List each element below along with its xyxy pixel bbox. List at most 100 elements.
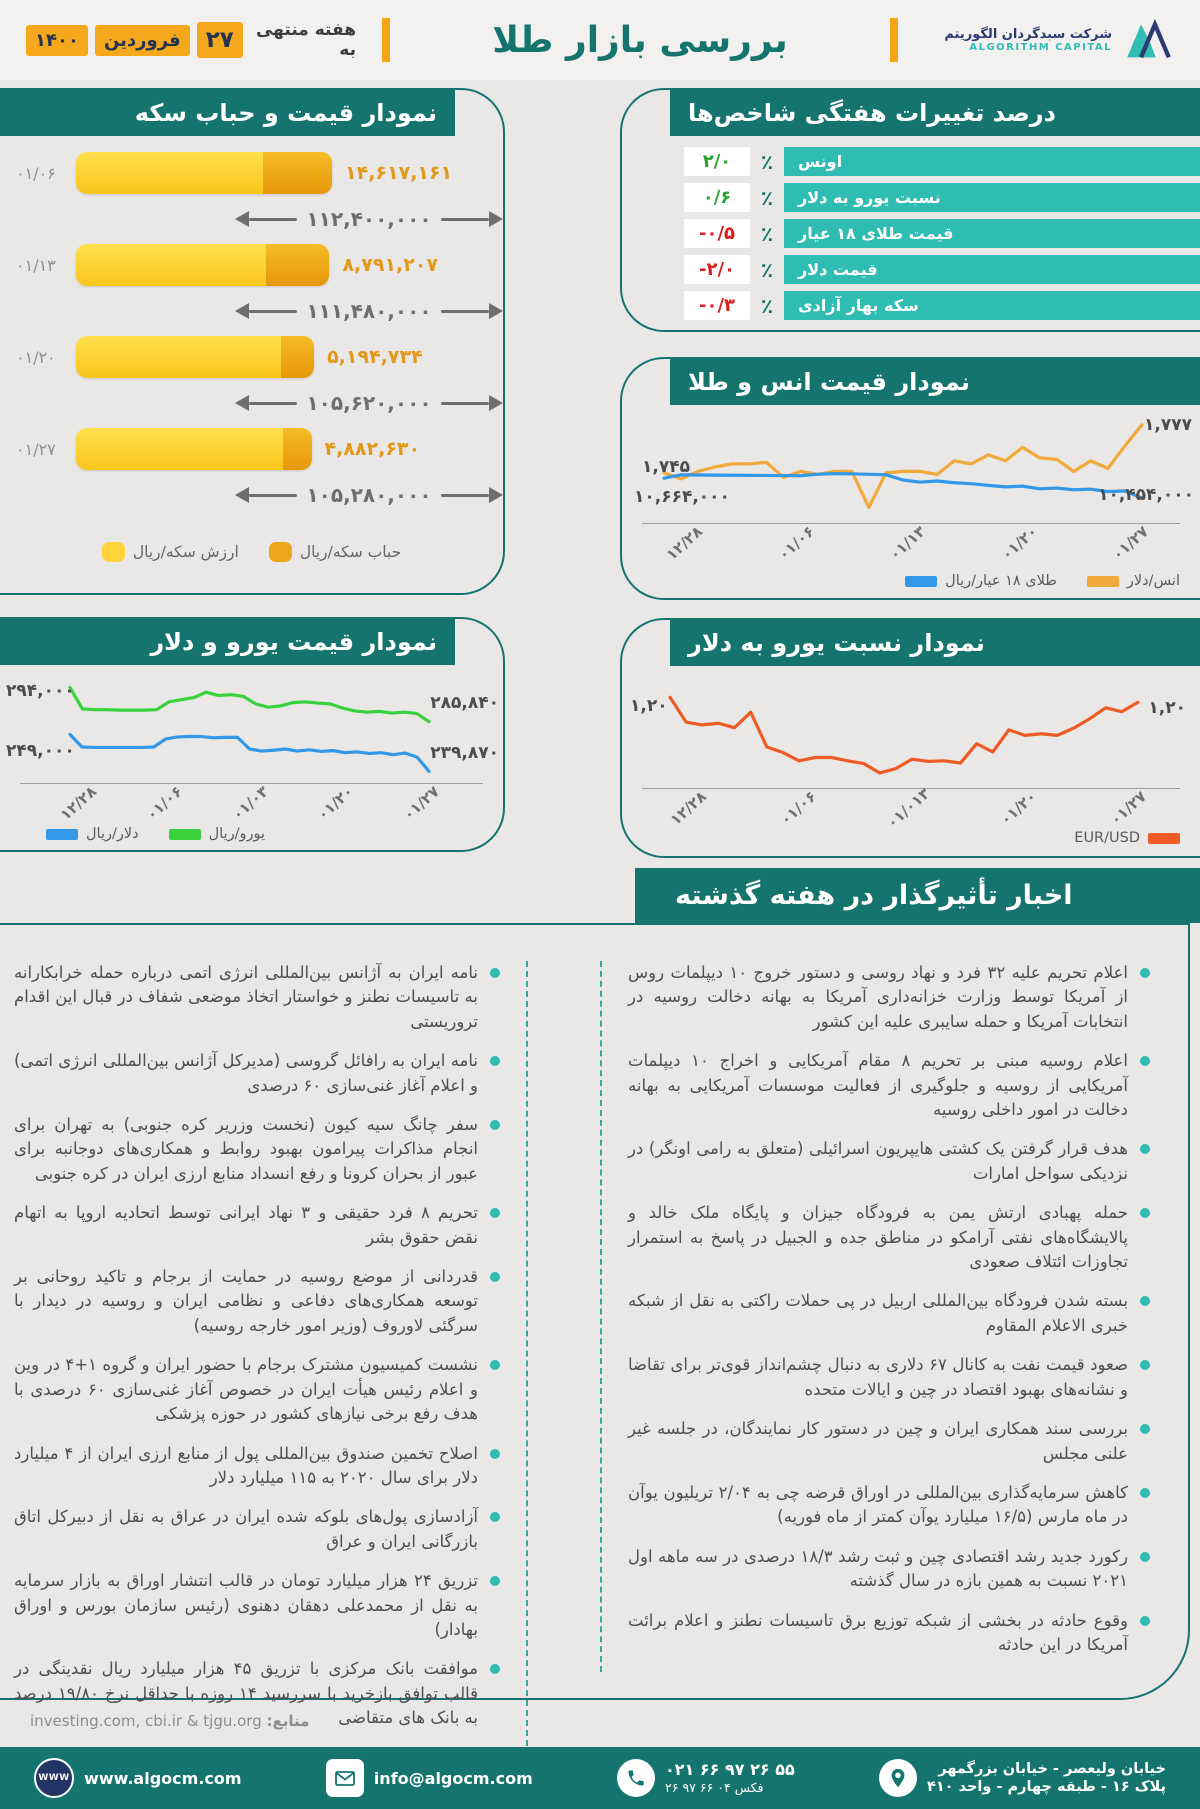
legend-item: انس/دلار: [1086, 573, 1180, 589]
news-column-right: اعلام تحریم علیه ۳۲ فرد و نهاد روسی و دس…: [600, 961, 1152, 1673]
indicator-row: سکه بهار آزادی ٪ -۰/۳: [622, 291, 1200, 320]
legend-label: طلای ۱۸ عیار/ریال: [945, 573, 1057, 589]
series-line: [70, 735, 429, 772]
bullet-icon: [1140, 1144, 1150, 1155]
news-text: کاهش سرمایه‌گذاری بین‌المللی در اوراق قر…: [628, 1482, 1128, 1527]
address-line2: پلاک ۱۶ - طبقه چهارم - واحد ۴۱۰: [926, 1779, 1166, 1795]
logo-text: شرکت سبدگردان الگوریتم ALGORITHM CAPITAL: [944, 27, 1112, 53]
news-item: حمله پهبادی ارتش یمن به فرودگاه جیزان و …: [628, 1201, 1152, 1274]
email-address: info@algocm.com: [373, 1768, 533, 1788]
arrow-left-icon: [235, 487, 249, 503]
panel-title: نمودار قیمت یورو و دلار: [0, 619, 455, 665]
header: شرکت سبدگردان الگوریتم ALGORITHM CAPITAL…: [0, 0, 1200, 80]
coin-bubble-value: ۵,۱۹۴,۷۳۴: [327, 346, 423, 368]
legend-item: یورو/ریال: [168, 826, 265, 842]
x-axis-label: ۱۲/۲۸: [666, 787, 710, 829]
legend-label: EUR/USD: [1074, 830, 1140, 846]
bullet-icon: [1140, 1208, 1150, 1219]
coin-bubble-value: ۱۴,۶۱۷,۱۶۱: [345, 162, 453, 184]
bullet-icon: [490, 1208, 500, 1219]
coin-date: ۰۱/۲۰: [16, 347, 56, 367]
date-month-badge: فروردین: [94, 24, 190, 56]
percent-sign: ٪: [760, 293, 774, 318]
legend-swatch-icon: [1086, 575, 1119, 587]
coin-bubble-segment: [283, 428, 312, 470]
arrow-right-icon: [489, 303, 503, 319]
arrow-line: [440, 493, 489, 497]
news-text: نامه ایران به آژانس بین‌المللی انرژی اتم…: [14, 963, 478, 1031]
news-text: اصلاح تخمین صندوق بین‌المللی پول از مناب…: [14, 1443, 478, 1487]
news-item: صعود قیمت نفت به کانال ۶۷ دلاری به دنبال…: [628, 1353, 1152, 1402]
bullet-icon: [1140, 968, 1150, 978]
sources-list: investing.com, cbi.ir & tjgu.org: [30, 1712, 262, 1730]
coin-bar-chart: ۰۱/۰۶ ۱۴,۶۱۷,۱۶۱ ۱۱۲,۴۰۰,۰۰۰ ۰۱/۱۳ ۸,۷۹۱,۲۰۷…: [0, 136, 503, 516]
legend-item: حباب سکه/ریال: [268, 542, 401, 562]
bullet-icon: [1140, 1615, 1150, 1626]
bullet-icon: [490, 1360, 500, 1371]
x-axis-label: ۱۲/۲۸: [662, 522, 706, 564]
legend-swatch-icon: [268, 542, 292, 562]
logo-name-fa: شرکت سبدگردان الگوریتم: [944, 27, 1112, 42]
coin-price-arrow: ۱۱۲,۴۰۰,۰۰۰: [235, 198, 503, 240]
legend-label: دلار/ریال: [86, 826, 139, 842]
coin-bar-row: ۰۱/۰۶ ۱۴,۶۱۷,۱۶۱: [0, 148, 503, 198]
x-axis: [642, 523, 1180, 524]
news-item: وقوع حادثه در بخشی از شبکه توزیع برق تاس…: [628, 1609, 1152, 1658]
news-text: بررسی سند همکاری ایران و چین در دستور کا…: [628, 1419, 1128, 1463]
news-item: اصلاح تخمین صندوق بین‌المللی پول از مناب…: [14, 1442, 502, 1491]
footer-bar: خیابان ولیعصر - خیابان بزرگمهر پلاک ۱۶ -…: [0, 1747, 1200, 1809]
bullet-icon: [490, 1056, 500, 1067]
news-text: رکورد جدید رشد اقتصادی چین و ثبت رشد ۱۸/…: [628, 1546, 1128, 1591]
arrow-line: [249, 493, 298, 497]
series-start-value: ۲۹۴,۰۰۰: [6, 681, 75, 701]
indicator-value: -۲/۰: [684, 255, 750, 284]
x-axis-label: ۰۱/۰۶: [774, 522, 818, 564]
coin-bubble-segment: [266, 244, 330, 286]
coin-bubble-value: ۴,۸۸۲,۶۳۰: [324, 438, 421, 460]
legend-label: انس/دلار: [1126, 573, 1180, 589]
series-line: [664, 425, 1142, 508]
series-line: [70, 688, 429, 722]
eurusd-chart-panel: نمودار نسبت یورو به دلار ۱,۲۰ ۱,۲۰ ۱۲/۲۸…: [620, 618, 1200, 858]
x-axis-labels: ۱۲/۲۸ ۰۱/۰۶ ۰۱/۱۳ ۰۱/۲۰ ۰۱/۲۷: [652, 522, 1152, 564]
percent-sign: ٪: [760, 185, 774, 210]
euro-dollar-line-chart: ۲۹۴,۰۰۰ ۲۴۹,۰۰۰ ۲۸۵,۸۴۰ ۲۳۹,۸۷۰: [6, 681, 499, 775]
bullet-icon: [490, 1576, 500, 1587]
news-text: اعلام روسیه مبنی بر تحریم ۸ مقام آمریکای…: [628, 1051, 1128, 1120]
indicator-row: اونس ٪ ۲/۰: [622, 147, 1200, 176]
coin-bubble-panel: نمودار قیمت و حباب سکه ۰۱/۰۶ ۱۴,۶۱۷,۱۶۱ ۱۱…: [0, 88, 505, 595]
series-start-value: ۱,۷۴۵: [642, 457, 690, 477]
series-end-value: ۲۸۵,۸۴۰: [430, 693, 499, 713]
news-item: بررسی سند همکاری ایران و چین در دستور کا…: [628, 1417, 1152, 1466]
ounce-gold-chart-panel: نمودار قیمت انس و طلا ۱,۷۴۵ ۱۰,۶۶۴,۰۰۰ ۱…: [620, 357, 1200, 600]
fax-number: فکس ۰۴ ۶۶ ۹۷ ۲۶: [665, 1780, 764, 1796]
date-year-badge: ۱۴۰۰: [26, 24, 88, 56]
indicator-row: نسبت یورو به دلار ٪ ۰/۶: [622, 183, 1200, 212]
news-text: وقوع حادثه در بخشی از شبکه توزیع برق تاس…: [628, 1610, 1128, 1654]
news-text: هدف قرار گرفتن یک کشتی هایپریون اسرائیلی…: [628, 1139, 1128, 1183]
bullet-icon: [1140, 1487, 1150, 1498]
ounce-gold-line-chart: ۱,۷۴۵ ۱۰,۶۶۴,۰۰۰ ۱,۷۷۷ ۱۰,۴۵۴,۰۰۰: [634, 415, 1194, 515]
series-end-value: ۱,۲۰: [1148, 698, 1186, 718]
phone-number: ۰۲۱ ۶۶ ۹۷ ۲۶ ۵۵: [665, 1760, 795, 1780]
coin-value-bar: [76, 428, 312, 470]
x-axis-label: ۰۱/۲۷: [1108, 522, 1152, 564]
bullet-icon: [490, 1512, 500, 1523]
news-text: تزریق ۲۴ هزار میلیارد تومان در قالب انتش…: [14, 1571, 478, 1639]
indicator-label: قیمت طلای ۱۸ عیار: [784, 219, 1200, 248]
bullet-icon: [490, 1448, 500, 1459]
coin-date: ۰۱/۰۶: [16, 163, 56, 183]
bullet-icon: [1140, 1551, 1150, 1562]
x-axis-label: ۰۱/۰۶: [776, 787, 820, 829]
arrow-line: [249, 309, 298, 313]
coin-price-value: ۱۰۵,۶۲۰,۰۰۰: [306, 391, 432, 415]
legend-swatch-icon: [101, 542, 125, 562]
coin-price-arrow: ۱۰۵,۲۸۰,۰۰۰: [235, 474, 503, 516]
panel-title: نمودار قیمت و حباب سکه: [0, 90, 455, 136]
chart-canvas: [664, 421, 1142, 515]
percent-sign: ٪: [760, 257, 774, 282]
news-item: نامه ایران به رافائل گروسی (مدیرکل آژانس…: [14, 1049, 502, 1098]
news-item: نشست کمیسیون مشترک برجام با حضور ایران و…: [14, 1353, 502, 1426]
coin-date: ۰۱/۲۷: [16, 439, 56, 459]
legend-item: طلای ۱۸ عیار/ریال: [905, 573, 1057, 589]
